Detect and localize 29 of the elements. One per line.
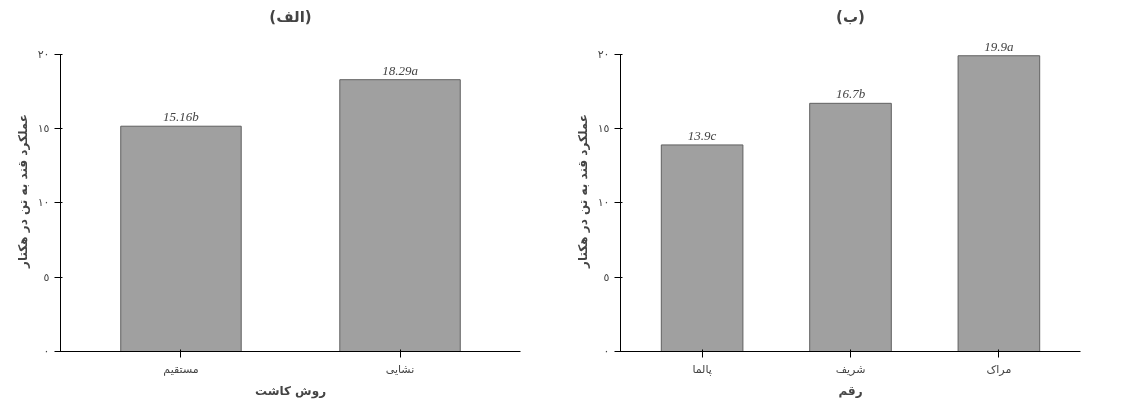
x-axis-title: روش کاشت xyxy=(254,383,327,399)
y-tick-label: ٥ xyxy=(603,270,610,284)
x-tick-label: مراک xyxy=(986,362,1012,376)
data-label: 13.9c xyxy=(687,127,717,143)
x-tick-label: پالما xyxy=(692,362,712,376)
y-tick-label: ٢٠ xyxy=(37,47,50,61)
y-tick-label: ١٥ xyxy=(597,122,610,136)
chart-title: (ب) xyxy=(836,7,865,26)
y-axis-title: عملکرد قند به تن در هکتار xyxy=(15,113,30,270)
y-tick-label: ٥ xyxy=(43,270,50,284)
x-tick-label: شریف xyxy=(835,362,866,376)
y-tick-label: ٠ xyxy=(603,345,610,358)
y-tick-label: ١٥ xyxy=(37,122,50,136)
y-axis-title: عملکرد قند به تن در هکتار xyxy=(575,113,590,270)
y-tick-label: ١٠ xyxy=(597,196,610,210)
bar xyxy=(957,55,1041,352)
bar xyxy=(660,144,744,352)
data-label: 16.7b xyxy=(835,86,866,102)
y-tick-label: ٢٠ xyxy=(597,47,610,61)
data-label: 19.9a xyxy=(984,38,1015,54)
chart-title: (الف) xyxy=(269,7,312,26)
x-axis-title: رقم xyxy=(838,383,863,398)
y-tick-label: ٠ xyxy=(43,345,50,358)
data-label: 15.16b xyxy=(163,109,200,125)
data-label: 18.29a xyxy=(382,62,419,78)
x-tick-label: مستقیم xyxy=(163,362,199,376)
x-tick-label: نشایی xyxy=(385,362,415,376)
bar xyxy=(809,102,892,352)
y-tick-label: ١٠ xyxy=(37,196,50,210)
